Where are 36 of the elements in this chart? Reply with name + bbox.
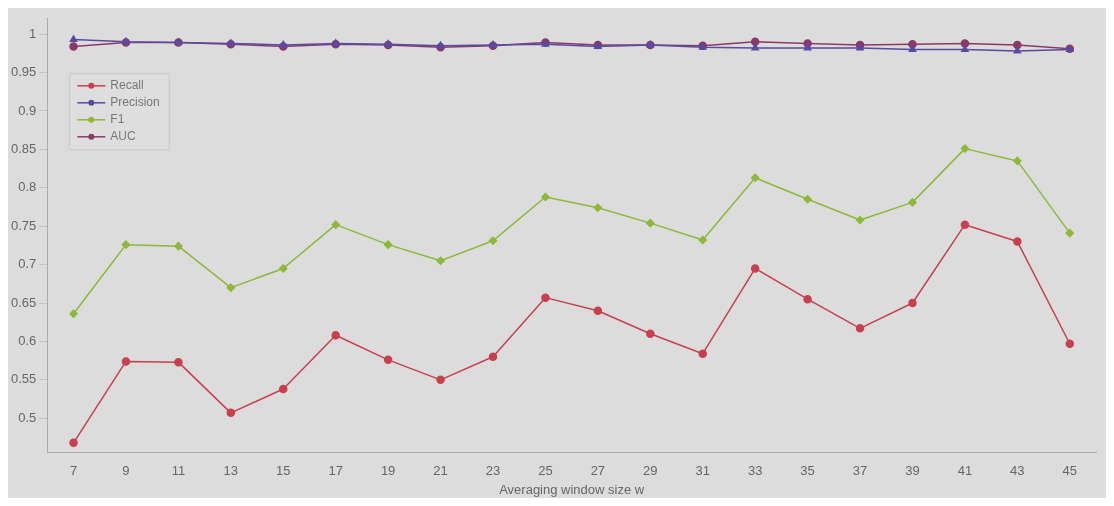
x-tick-label: 31: [695, 463, 710, 479]
x-tick-label: 43: [1010, 463, 1025, 479]
x-tick-label: 45: [1062, 463, 1078, 479]
y-tick-label: 0.6: [18, 333, 37, 348]
y-tick-label: 0.5: [18, 409, 37, 425]
x-tick-label: 33: [747, 463, 763, 479]
y-tick-label: 1: [29, 25, 37, 41]
y-tick-label: 0.85: [10, 140, 37, 156]
legend-label: F1: [110, 112, 125, 127]
x-tick-label: 23: [485, 463, 501, 479]
x-tick-label: 21: [433, 463, 448, 479]
x-tick-label: 15: [276, 463, 291, 479]
legend-label: Precision: [110, 95, 160, 110]
x-tick-label: 39: [905, 463, 920, 479]
y-tick-label: 0.65: [10, 294, 37, 310]
x-tick-label: 37: [852, 463, 868, 479]
x-tick-label: 13: [223, 463, 239, 479]
x-tick-label: 27: [590, 463, 606, 479]
legend-label: Recall: [110, 78, 144, 93]
x-tick-label: 35: [800, 463, 815, 479]
x-tick-label: 11: [171, 463, 186, 479]
x-tick-label: 7: [69, 463, 78, 479]
y-tick-label: 0.9: [18, 102, 37, 118]
x-tick-label: 19: [380, 463, 396, 479]
x-axis-title: Averaging window size w: [499, 481, 645, 497]
x-tick-label: 29: [643, 463, 658, 479]
y-tick-label: 0.95: [10, 64, 37, 80]
y-tick-label: 0.55: [10, 371, 37, 387]
x-tick-label: 41: [957, 463, 973, 479]
legend-label: AUC: [110, 129, 136, 144]
x-tick-label: 17: [328, 463, 343, 479]
y-tick-label: 0.7: [18, 256, 37, 272]
x-tick-label: 9: [122, 463, 130, 479]
x-tick-label: 25: [538, 463, 553, 479]
y-tick-label: 0.8: [18, 179, 37, 195]
y-tick-label: 0.75: [10, 217, 37, 233]
